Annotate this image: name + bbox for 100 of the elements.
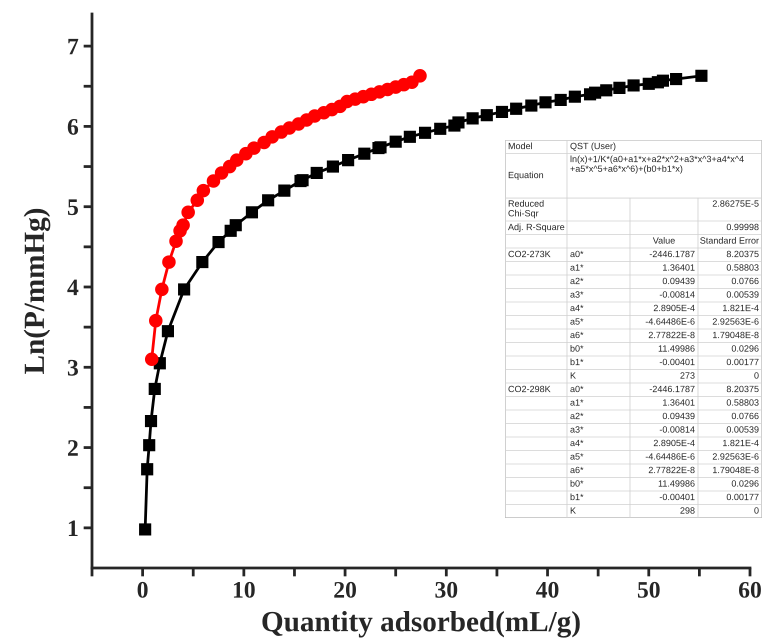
annotation: 0.09439 [662,412,695,420]
text: 0 [754,372,759,379]
point [143,439,156,452]
annotation: QST (User) [570,142,616,151]
x-tick-label: 30 [435,582,458,598]
annotation: 273 [680,372,695,379]
annotation: 0.0766 [732,412,759,420]
point [162,255,176,269]
annotation: -0.00401 [660,494,695,500]
annotation: 1.821E-4 [723,440,759,446]
annotation: 1.36401 [663,399,695,406]
point [589,86,602,99]
annotation: a2* [570,278,584,284]
point [149,314,163,328]
y-axis-title: Ln(P/mmHg) [24,208,50,374]
point [695,70,708,82]
annotation: 2.92563E-6 [712,453,759,460]
annotation: Value [652,237,675,244]
y-tick-label: 2 [68,440,78,456]
annotation: a0* [570,386,584,392]
annotation: b0* [570,480,584,487]
point [246,206,258,218]
y-tick-label: 1 [68,520,78,536]
annotation: 0.09439 [662,278,695,284]
point [342,154,354,166]
point [178,283,190,296]
annotation: a1* [570,399,584,406]
y-tick-label: 5 [68,199,78,216]
annotation: 0.58803 [726,399,759,406]
annotation: 0.00539 [726,291,759,298]
point [496,106,508,118]
annotation: a0* [570,250,584,258]
annotation: 2.86275E-5 [712,200,759,207]
point [466,112,479,124]
annotation: 1.79048E-8 [713,332,759,338]
annotation: 11.49986 [658,480,695,487]
point [404,130,416,143]
point [413,69,427,83]
annotation: K [570,507,576,514]
annotation: -4.64486E-6 [646,318,695,325]
y-tick-label: 4 [67,280,78,296]
annotation: a5* [570,453,584,460]
annotation: a6* [570,466,584,474]
annotation: 298 [680,507,695,514]
annotation: 0.00177 [726,358,759,366]
x-tick-label: 0 [138,582,148,598]
point [176,218,190,232]
annotation: b0* [570,345,584,352]
annotation: 2.77822E-8 [648,332,695,338]
annotation: 8.20375 [726,250,759,258]
x-tick-label: 50 [638,582,660,598]
point [278,184,290,197]
x-tick-label: 20 [334,582,356,598]
point [206,174,220,188]
annotation: Reduced Chi-Sqr [508,200,544,218]
annotation: Standard Error [700,237,759,244]
point [190,194,204,208]
point [510,102,522,115]
annotation: 1.79048E-8 [713,466,759,474]
annotation: -0.00814 [660,426,695,433]
point [613,82,626,94]
point [554,94,567,106]
point [262,194,274,206]
point [568,90,581,103]
annotation: K [570,372,576,379]
annotation: a5* [570,318,584,325]
annotation: 1.36401 [663,264,695,271]
annotation: 0.00177 [726,494,759,500]
point [452,116,465,128]
annotation: -0.00401 [660,358,695,366]
point [230,219,242,232]
annotation: -0.00814 [660,291,695,298]
point [212,236,225,248]
point [144,414,158,428]
annotation: 0.0296 [732,345,759,352]
point [656,74,670,87]
point [390,136,402,148]
annotation: a3* [570,426,584,433]
x-tick-label: 40 [536,582,558,598]
annotation: CO2-273K [508,250,551,258]
annotation: Equation [508,172,544,180]
y-tick-label: 3 [68,360,78,376]
annotation: b1* [570,358,584,366]
annotation: Adj. R-Square [508,224,564,232]
annotation: -4.64486E-6 [646,453,695,460]
point [169,234,183,248]
annotation: 0.0766 [732,278,759,284]
point [418,126,432,139]
annotation: ln(x)+1/K*(a0+a1*x+a2*x^2+a3*x^3+a4*x^4 +a5*x^5+a6*x^6)+(b0+b1*x) [570,156,744,174]
point [525,99,538,112]
point [539,96,552,108]
annotation: b1* [570,494,584,500]
annotation: a3* [570,291,584,298]
y-tick-label: 7 [68,38,78,54]
point [310,166,323,180]
annotation: CO2-298K [508,386,551,392]
point [670,72,682,86]
y-tick-label: 6 [68,118,78,135]
annotation: 8.20375 [726,386,759,392]
point [480,109,493,122]
